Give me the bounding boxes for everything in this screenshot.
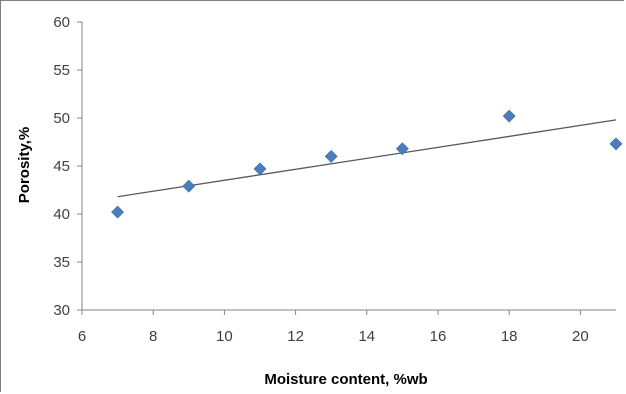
x-tick-label: 10 <box>216 328 233 345</box>
data-point <box>395 142 409 156</box>
x-tick-label: 18 <box>501 328 518 345</box>
axes <box>77 21 616 315</box>
y-tick-label: 50 <box>53 110 70 127</box>
y-tick-label: 30 <box>53 302 70 319</box>
data-point <box>609 137 623 151</box>
x-axis-title: Moisture content, %wb <box>264 371 427 388</box>
y-tick-label: 40 <box>53 206 70 223</box>
x-tick-labels: 6 8 10 12 14 16 18 20 <box>78 328 589 345</box>
x-tick-label: 8 <box>149 328 157 345</box>
y-tick-label: 35 <box>53 254 70 271</box>
trendline-group <box>117 119 617 198</box>
data-point <box>324 149 338 163</box>
data-point <box>182 179 196 193</box>
y-tick-labels: 30 35 40 45 50 55 60 <box>53 14 70 319</box>
data-point <box>253 162 267 176</box>
linear-trendline <box>117 119 617 198</box>
y-tick-label: 55 <box>53 62 70 79</box>
data-point <box>502 109 516 123</box>
data-point <box>111 205 125 219</box>
x-tick-label: 20 <box>572 328 589 345</box>
y-tick-label: 45 <box>53 158 70 175</box>
x-tick-label: 14 <box>358 328 375 345</box>
y-axis-title: Porosity,% <box>16 127 33 203</box>
x-tick-label: 6 <box>78 328 86 345</box>
y-tick-label: 60 <box>53 14 70 31</box>
x-tick-label: 12 <box>287 328 304 345</box>
data-points <box>111 109 623 219</box>
x-tick-label: 16 <box>430 328 447 345</box>
